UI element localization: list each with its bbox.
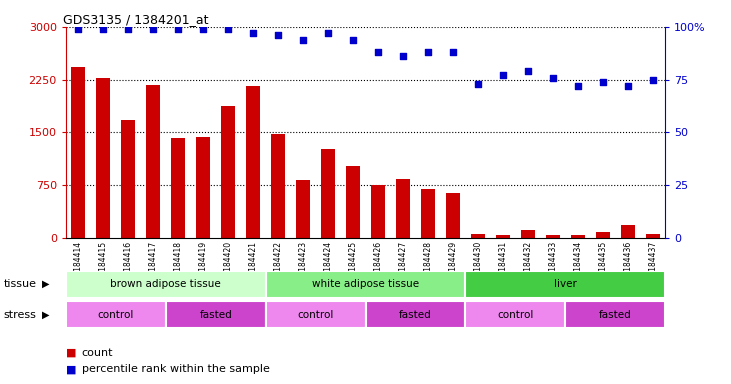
Text: control: control: [497, 310, 534, 320]
Text: count: count: [82, 348, 113, 358]
Bar: [221, 106, 235, 238]
Bar: [96, 78, 110, 238]
Point: [447, 49, 459, 55]
Bar: [296, 180, 310, 238]
Point: [547, 74, 558, 81]
Bar: [565, 301, 665, 328]
Text: fasted: fasted: [200, 310, 232, 320]
Point: [572, 83, 583, 89]
Text: ■: ■: [66, 348, 76, 358]
Text: control: control: [298, 310, 334, 320]
Bar: [446, 193, 460, 238]
Point: [298, 36, 309, 43]
Point: [647, 76, 659, 83]
Point: [197, 26, 209, 32]
Bar: [166, 301, 265, 328]
Point: [397, 53, 409, 60]
Point: [173, 26, 184, 32]
Bar: [421, 189, 435, 238]
Bar: [66, 271, 265, 298]
Point: [272, 32, 284, 38]
Point: [122, 26, 134, 32]
Bar: [396, 179, 410, 238]
Bar: [246, 86, 260, 238]
Bar: [321, 149, 335, 238]
Bar: [346, 166, 360, 238]
Bar: [596, 232, 610, 238]
Point: [222, 26, 234, 32]
Bar: [121, 120, 135, 238]
Text: fasted: fasted: [599, 310, 632, 320]
Bar: [265, 301, 366, 328]
Point: [72, 26, 84, 32]
Text: white adipose tissue: white adipose tissue: [312, 279, 419, 289]
Bar: [621, 225, 635, 238]
Text: liver: liver: [554, 279, 577, 289]
Text: stress: stress: [4, 310, 37, 320]
Point: [97, 26, 109, 32]
Bar: [271, 134, 285, 238]
Bar: [471, 234, 485, 238]
Text: tissue: tissue: [4, 279, 37, 289]
Text: ▶: ▶: [42, 310, 50, 320]
Bar: [571, 235, 585, 238]
Text: percentile rank within the sample: percentile rank within the sample: [82, 364, 270, 374]
Text: fasted: fasted: [399, 310, 432, 320]
Bar: [546, 235, 560, 238]
Point: [597, 79, 609, 85]
Text: control: control: [97, 310, 134, 320]
Bar: [371, 185, 385, 238]
Point: [497, 73, 509, 79]
Point: [422, 49, 433, 55]
Point: [322, 30, 334, 36]
Text: brown adipose tissue: brown adipose tissue: [110, 279, 221, 289]
Bar: [496, 235, 510, 238]
Point: [622, 83, 634, 89]
Bar: [466, 271, 665, 298]
Point: [347, 36, 359, 43]
Text: ▶: ▶: [42, 279, 50, 289]
Bar: [146, 85, 160, 238]
Point: [522, 68, 534, 74]
Text: ■: ■: [66, 364, 76, 374]
Bar: [197, 137, 210, 238]
Bar: [66, 301, 166, 328]
Point: [247, 30, 259, 36]
Bar: [521, 230, 534, 238]
Text: GDS3135 / 1384201_at: GDS3135 / 1384201_at: [63, 13, 208, 26]
Point: [148, 26, 159, 32]
Bar: [646, 234, 659, 238]
Bar: [171, 138, 185, 238]
Bar: [466, 301, 565, 328]
Bar: [265, 271, 466, 298]
Point: [472, 81, 484, 87]
Bar: [72, 67, 85, 238]
Bar: [366, 301, 466, 328]
Point: [372, 49, 384, 55]
